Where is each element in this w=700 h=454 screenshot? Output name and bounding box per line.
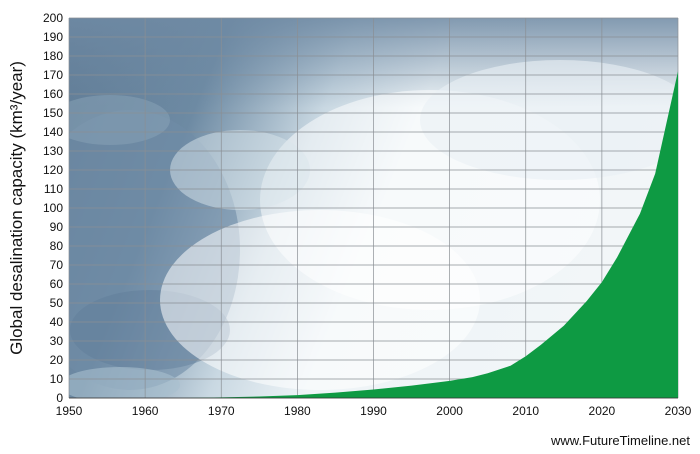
series-area-layer [69, 71, 678, 398]
y-tick-label: 110 [44, 182, 63, 196]
x-tick-label: 2000 [436, 404, 463, 418]
y-tick-label: 50 [50, 296, 64, 310]
y-tick-label: 0 [56, 391, 63, 405]
y-tick-label: 180 [43, 49, 63, 63]
y-axis: 0 10 20 30 40 50 60 70 80 90 100 110 120 130 140 150 160… [43, 11, 63, 405]
y-tick-label: 60 [50, 277, 64, 291]
y-tick-label: 10 [50, 372, 64, 386]
y-tick-label: 80 [50, 239, 64, 253]
x-tick-label: 1960 [132, 404, 159, 418]
x-tick-label: 1990 [360, 404, 387, 418]
y-tick-label: 140 [43, 125, 63, 139]
y-tick-label: 150 [43, 106, 63, 120]
y-tick-label: 70 [50, 258, 64, 272]
y-tick-label: 40 [50, 315, 64, 329]
grid [68, 17, 679, 399]
x-tick-label: 2010 [512, 404, 539, 418]
y-tick-label: 130 [43, 144, 63, 158]
y-tick-label: 20 [50, 353, 64, 367]
x-axis: 1950 1960 1970 1980 1990 2000 2010 2020 2030 [56, 397, 692, 418]
x-tick-label: 2030 [665, 404, 692, 418]
capacity-area [69, 71, 678, 398]
y-tick-label: 190 [43, 30, 63, 44]
y-axis-label: Global desalination capacity (km³/year) [7, 61, 26, 355]
y-tick-label: 30 [50, 334, 64, 348]
y-tick-label: 90 [50, 220, 64, 234]
credit-text: www.FutureTimeline.net [550, 433, 690, 448]
y-tick-label: 100 [43, 201, 63, 215]
x-tick-label: 1970 [208, 404, 235, 418]
y-tick-label: 120 [43, 163, 63, 177]
y-tick-label: 160 [43, 87, 63, 101]
x-tick-label: 1980 [284, 404, 311, 418]
y-tick-label: 200 [43, 11, 63, 25]
x-tick-label: 1950 [56, 404, 83, 418]
x-tick-label: 2020 [589, 404, 616, 418]
y-tick-label: 170 [43, 68, 63, 82]
